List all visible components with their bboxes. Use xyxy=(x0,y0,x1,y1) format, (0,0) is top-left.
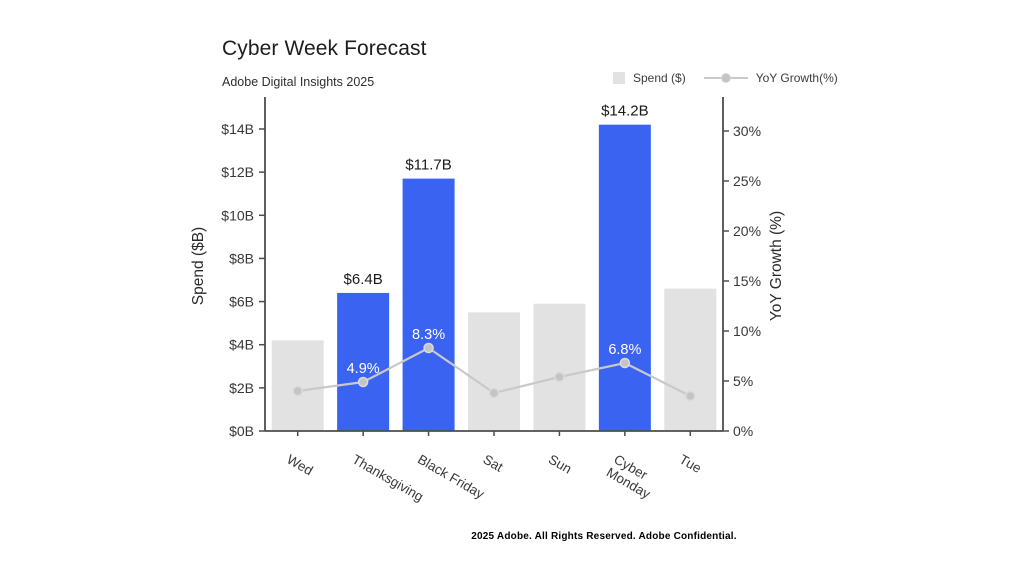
right-tick-label-0: 0% xyxy=(733,423,753,439)
right-axis-title: YoY Growth (%) xyxy=(768,211,785,321)
x-tick-label-sun: Sun xyxy=(546,452,574,477)
chart-legend: Spend ($) YoY Growth(%) xyxy=(613,68,838,88)
legend-label-yoy: YoY Growth(%) xyxy=(755,71,838,85)
bar-label-cyber-monday: $14.2B xyxy=(601,103,649,120)
x-tick-label-sat: Sat xyxy=(481,452,506,475)
line-marker-tue xyxy=(685,390,696,402)
left-tick-label-14b: $14B xyxy=(221,121,254,137)
line-marker-sat xyxy=(488,387,500,399)
line-marker-sun xyxy=(554,371,565,383)
left-axis-title: Spend ($B) xyxy=(190,227,207,305)
right-tick-label-30: 30% xyxy=(733,123,761,139)
chart-title: Cyber Week Forecast xyxy=(222,37,427,60)
x-tick-label-tue: Tue xyxy=(677,452,704,476)
line-marker-black-friday xyxy=(423,342,434,354)
chart-subtitle: Adobe Digital Insights 2025 xyxy=(222,75,375,89)
x-tick-label-thanksgiving: Thanksgiving xyxy=(350,452,426,505)
bar-tue xyxy=(664,288,717,431)
bar-black-friday xyxy=(402,178,455,431)
bar-thanksgiving xyxy=(337,292,390,431)
line-marker-cyber-monday xyxy=(619,357,631,369)
right-tick-label-20: 20% xyxy=(733,223,761,239)
bar-cyber-monday xyxy=(598,124,651,431)
bar-label-thanksgiving: $6.4B xyxy=(344,271,383,288)
left-tick-label-6b: $6B xyxy=(229,294,254,310)
left-tick-label-8b: $8B xyxy=(229,250,254,266)
growth-label-cyber-monday: 6.8% xyxy=(608,342,641,358)
left-tick-label-12b: $12B xyxy=(221,164,254,180)
line-marker-wed xyxy=(292,385,303,397)
spend-legend-swatch-icon xyxy=(613,72,625,84)
left-tick-label-4b: $4B xyxy=(229,337,254,353)
bar-label-black-friday: $11.7B xyxy=(405,157,451,174)
bar-sat xyxy=(468,312,520,431)
footer-copyright: 2025 Adobe. All Rights Reserved. Adobe C… xyxy=(471,531,737,542)
bar-wed xyxy=(271,340,324,431)
yoy-legend-dot-icon xyxy=(720,73,731,83)
x-tick-label-cyber-monday: CyberMonday xyxy=(604,452,661,502)
right-tick-label-10: 10% xyxy=(733,323,761,339)
left-tick-label-2b: $2B xyxy=(229,380,254,396)
x-tick-label-wed: Wed xyxy=(284,452,315,479)
right-tick-label-15: 15% xyxy=(733,273,761,289)
legend-label-spend: Spend ($) xyxy=(633,71,686,85)
right-tick-label-5: 5% xyxy=(733,373,753,389)
right-tick-label-25: 25% xyxy=(733,173,761,189)
bar-sun xyxy=(533,303,586,431)
growth-label-black-friday: 8.3% xyxy=(412,327,445,343)
left-tick-label-10b: $10B xyxy=(221,207,254,223)
left-tick-label-0b: $0B xyxy=(229,423,254,439)
growth-label-thanksgiving: 4.9% xyxy=(347,361,380,377)
x-tick-label-black-friday: Black Friday xyxy=(415,452,487,502)
line-marker-thanksgiving xyxy=(357,376,369,388)
yoy-legend-line-icon xyxy=(703,73,748,83)
